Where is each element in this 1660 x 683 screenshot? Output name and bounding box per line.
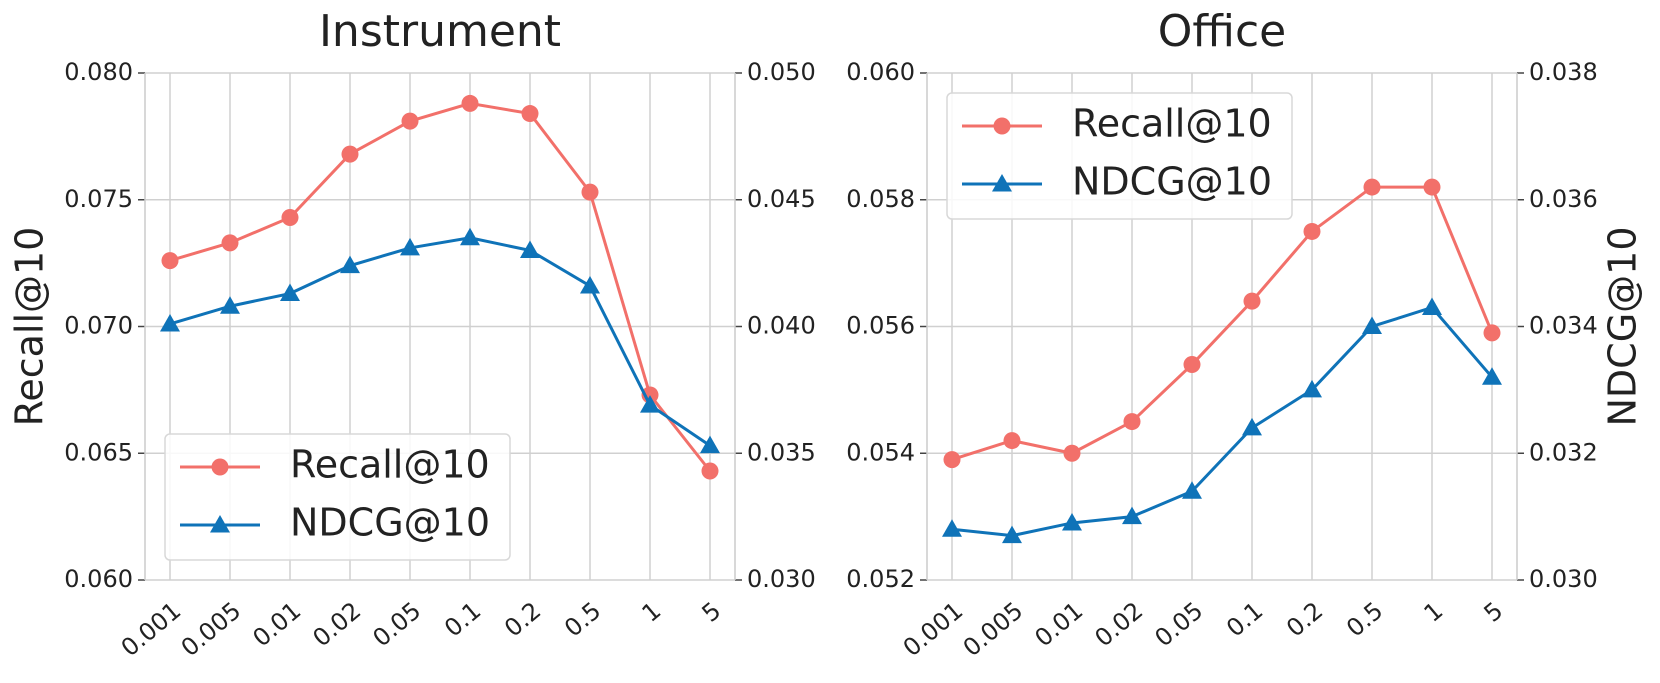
- y2-tick-label: 0.030: [1529, 565, 1598, 593]
- marker: [401, 112, 419, 130]
- marker: [1182, 481, 1202, 499]
- y2-tick-label: 0.035: [747, 438, 816, 466]
- y-tick-label: 0.065: [64, 438, 133, 466]
- marker: [580, 275, 600, 294]
- x-tick-label: 0.1: [439, 597, 486, 643]
- legend: Recall@10 NDCG@10: [164, 433, 511, 561]
- x-tick-label: 0.001: [898, 597, 969, 663]
- y2-tick-label: 0.036: [1529, 185, 1598, 213]
- x-tick-label: 0.05: [1149, 597, 1208, 653]
- y2-axis-label: NDCG@10: [1601, 226, 1645, 426]
- series-line: [169, 101, 712, 472]
- x-tick-label: 0.02: [307, 597, 366, 653]
- marker: [460, 227, 480, 246]
- y-tick-label: 0.080: [64, 58, 133, 86]
- marker: [160, 313, 180, 332]
- x-tick-label: 0.1: [1221, 597, 1268, 643]
- y2-tick-label: 0.034: [1529, 312, 1598, 340]
- marker: [581, 183, 599, 201]
- marker: [280, 283, 300, 302]
- marker: [1003, 432, 1021, 450]
- y-tick-label: 0.058: [846, 185, 915, 213]
- marker: [520, 240, 540, 258]
- marker: [400, 237, 420, 256]
- marker: [1002, 525, 1022, 544]
- marker: [1303, 222, 1321, 240]
- chart-title: Instrument: [319, 6, 561, 57]
- marker: [1302, 379, 1322, 398]
- marker: [221, 234, 239, 252]
- marker: [1243, 292, 1261, 310]
- x-tick-label: 1: [1419, 597, 1449, 628]
- y2-tick-label: 0.032: [1529, 438, 1598, 466]
- y2-tick-label: 0.038: [1529, 58, 1598, 86]
- y-tick-label: 0.075: [64, 185, 133, 213]
- x-tick-label: 0.02: [1089, 597, 1148, 653]
- marker: [220, 296, 240, 314]
- marker: [1362, 316, 1382, 334]
- marker: [992, 174, 1012, 192]
- marker: [1063, 444, 1081, 462]
- y-tick-label: 0.060: [64, 565, 133, 593]
- legend-label: Recall@10: [1072, 102, 1272, 146]
- marker: [461, 94, 479, 112]
- x-tick-label: 0.5: [1341, 597, 1388, 643]
- y2-tick-label: 0.040: [747, 312, 816, 340]
- y-tick-label: 0.054: [846, 438, 915, 466]
- marker: [700, 435, 720, 454]
- y2-tick-label: 0.050: [747, 58, 816, 86]
- marker: [281, 208, 299, 226]
- x-tick-label: 0.005: [958, 597, 1029, 663]
- legend: Recall@10 NDCG@10: [946, 92, 1293, 220]
- x-tick-label: 0.2: [1281, 597, 1328, 643]
- marker: [1062, 512, 1082, 531]
- x-tick-label: 0.5: [559, 597, 606, 643]
- y2-tick-label: 0.045: [747, 185, 816, 213]
- legend-label: NDCG@10: [290, 501, 490, 545]
- marker: [993, 117, 1011, 135]
- y-tick-label: 0.052: [846, 565, 915, 593]
- series-line: [169, 236, 711, 447]
- x-tick-label: 0.05: [367, 597, 426, 653]
- marker: [1242, 417, 1262, 436]
- y-tick-label: 0.060: [846, 58, 915, 86]
- marker: [1423, 178, 1441, 196]
- marker: [341, 145, 359, 163]
- marker: [1183, 356, 1201, 374]
- x-tick-label: 0.01: [247, 597, 306, 653]
- x-tick-label: 0.005: [176, 597, 247, 663]
- x-tick-label: 0.01: [1029, 597, 1088, 653]
- marker: [210, 515, 230, 533]
- marker: [1482, 367, 1502, 385]
- y-axis-label: Recall@10: [8, 227, 52, 427]
- legend-label: NDCG@10: [1072, 160, 1272, 204]
- marker: [340, 255, 360, 274]
- marker: [1122, 506, 1142, 525]
- marker: [161, 252, 179, 270]
- y-tick-label: 0.070: [64, 312, 133, 340]
- y2-tick-label: 0.030: [747, 565, 816, 593]
- chart-title: Office: [1158, 6, 1286, 57]
- x-tick-label: 0.2: [499, 597, 546, 643]
- x-tick-label: 0.001: [116, 597, 187, 663]
- marker: [942, 519, 962, 537]
- marker: [1363, 178, 1381, 196]
- marker: [1123, 413, 1141, 431]
- x-tick-label: 1: [637, 597, 667, 628]
- series-line: [951, 185, 1494, 462]
- series-line: [951, 305, 1494, 538]
- marker: [211, 458, 229, 476]
- x-tick-label: 5: [697, 597, 727, 628]
- marker: [1422, 297, 1442, 315]
- marker: [943, 451, 961, 469]
- legend-label: Recall@10: [290, 443, 490, 487]
- x-tick-label: 5: [1479, 597, 1509, 628]
- marker: [1483, 324, 1501, 342]
- marker: [701, 462, 719, 480]
- marker: [521, 105, 539, 123]
- marker: [640, 395, 660, 413]
- y-tick-label: 0.056: [846, 312, 915, 340]
